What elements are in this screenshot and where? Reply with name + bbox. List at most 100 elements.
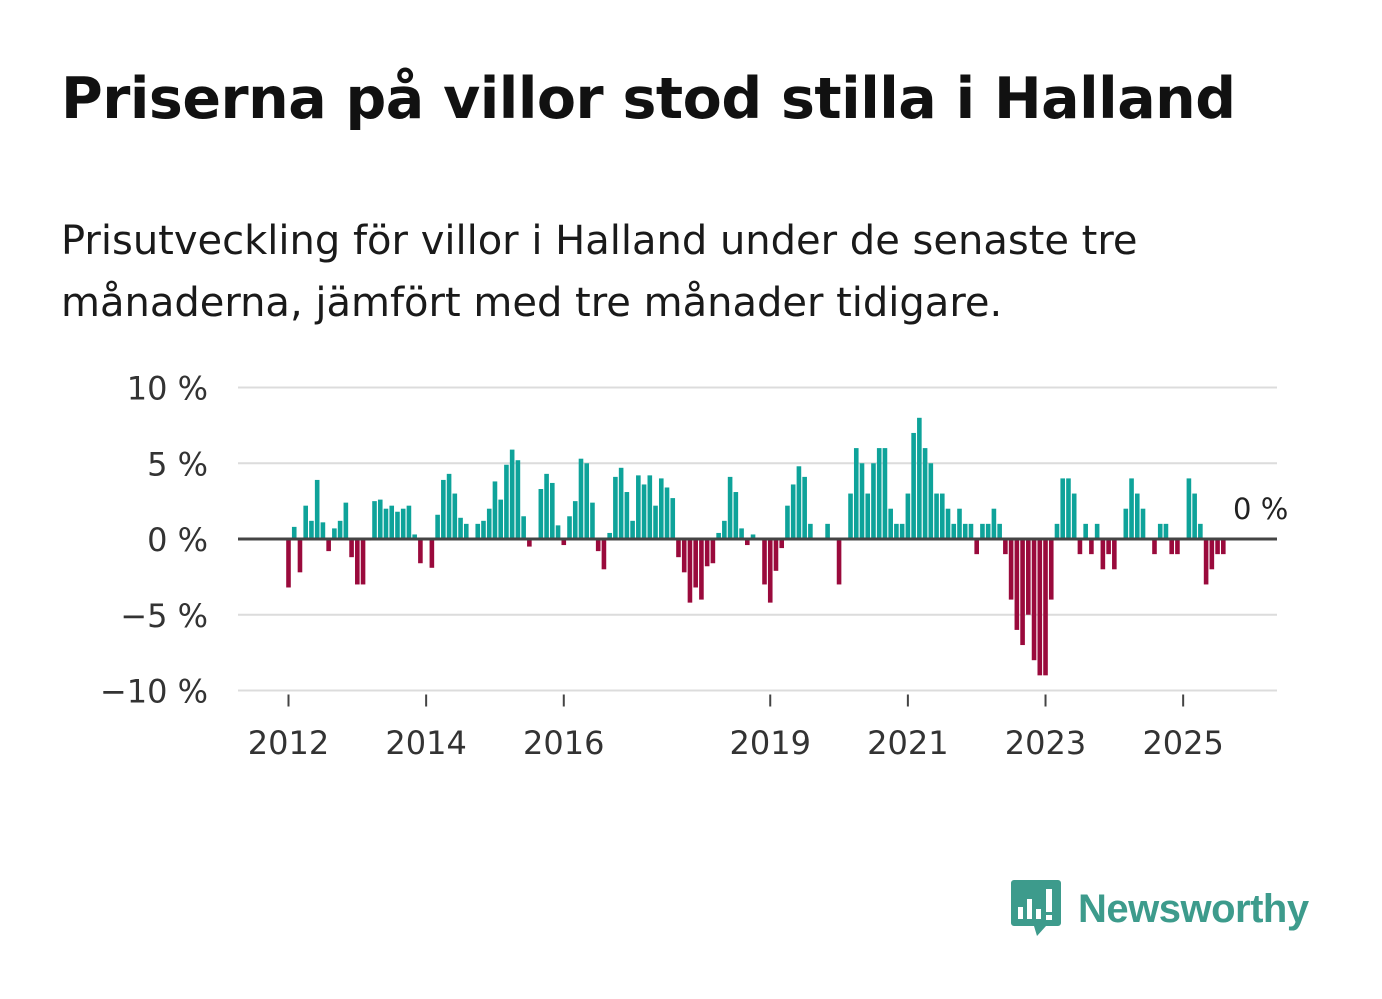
bar bbox=[1008, 539, 1014, 600]
bar bbox=[785, 505, 790, 539]
bar bbox=[486, 508, 492, 539]
bar bbox=[681, 539, 687, 573]
bar bbox=[836, 539, 842, 585]
bar bbox=[1203, 539, 1209, 585]
bar bbox=[917, 417, 922, 539]
bar bbox=[613, 476, 618, 539]
bar bbox=[704, 539, 710, 567]
bar bbox=[722, 520, 727, 539]
bar bbox=[1123, 508, 1129, 539]
bar bbox=[297, 539, 303, 573]
bar bbox=[309, 520, 314, 539]
bar bbox=[607, 532, 612, 539]
bar bbox=[1175, 539, 1180, 555]
bar bbox=[653, 505, 658, 539]
bar bbox=[945, 508, 951, 539]
bar bbox=[991, 508, 997, 539]
bar bbox=[618, 467, 624, 539]
bar bbox=[1129, 478, 1134, 539]
bar bbox=[951, 523, 957, 539]
bar bbox=[882, 448, 888, 539]
bar bbox=[739, 528, 744, 539]
bar bbox=[727, 476, 733, 539]
y-tick-label: −10 % bbox=[100, 673, 208, 711]
bar bbox=[1026, 539, 1031, 615]
bar bbox=[733, 492, 739, 539]
bar bbox=[527, 539, 532, 547]
bar bbox=[1169, 539, 1174, 555]
bar bbox=[567, 516, 572, 539]
bar bbox=[939, 493, 945, 539]
bar bbox=[928, 463, 934, 539]
axis-layer: 10 % 5 % 0 % −5 % −10 % 2012 2014 2016 2019 2021 2… bbox=[100, 370, 1288, 763]
bar bbox=[962, 523, 968, 539]
chart-subtitle: Prisutveckling för villor i Halland unde… bbox=[61, 218, 1138, 326]
bar bbox=[584, 463, 590, 539]
bar-chart: 10 % 5 % 0 % −5 % −10 % 2012 2014 2016 2019 2021 2… bbox=[100, 370, 1288, 763]
bar bbox=[504, 464, 509, 539]
bar bbox=[590, 502, 595, 539]
bar bbox=[492, 481, 498, 539]
brand-logo[interactable]: Newsworthy bbox=[1010, 878, 1309, 940]
x-tick-label: 2023 bbox=[1005, 724, 1086, 762]
bar bbox=[572, 501, 578, 540]
bar bbox=[1209, 539, 1215, 570]
bar bbox=[1071, 493, 1077, 539]
last-value-label: 0 % bbox=[1233, 492, 1288, 526]
bar bbox=[1014, 539, 1020, 630]
bar bbox=[601, 539, 607, 570]
bar bbox=[876, 448, 882, 539]
bar bbox=[383, 508, 389, 539]
bar bbox=[899, 523, 905, 539]
bar bbox=[1186, 478, 1192, 539]
bar bbox=[905, 493, 911, 539]
grid-layer bbox=[238, 386, 1277, 692]
bar bbox=[337, 520, 343, 539]
bar bbox=[1221, 539, 1226, 555]
bar bbox=[481, 520, 486, 539]
bar bbox=[636, 475, 641, 539]
chart-title: Priserna på villor stod stilla i Halland bbox=[61, 66, 1236, 132]
bar bbox=[796, 466, 802, 539]
bar bbox=[980, 523, 985, 539]
bar bbox=[498, 499, 503, 539]
bar bbox=[825, 523, 830, 539]
bar bbox=[1157, 523, 1163, 539]
bar bbox=[1037, 539, 1043, 676]
bar bbox=[687, 539, 693, 603]
bar bbox=[326, 539, 331, 552]
bar bbox=[332, 528, 337, 539]
bar bbox=[550, 482, 555, 539]
bar bbox=[808, 523, 813, 539]
x-tick-label: 2016 bbox=[523, 724, 604, 762]
bar bbox=[716, 532, 721, 539]
bar bbox=[1003, 539, 1008, 555]
bar bbox=[1140, 508, 1146, 539]
bar bbox=[1031, 539, 1037, 661]
bar bbox=[1106, 539, 1111, 555]
bar bbox=[670, 498, 676, 540]
bar bbox=[418, 539, 423, 564]
bar bbox=[544, 473, 549, 539]
bar bbox=[968, 523, 974, 539]
bar bbox=[871, 463, 876, 539]
bar bbox=[555, 525, 561, 539]
bar bbox=[664, 487, 670, 539]
bar bbox=[779, 539, 785, 549]
x-tick-label: 2019 bbox=[730, 724, 811, 762]
bar bbox=[974, 539, 979, 555]
bar bbox=[360, 539, 366, 585]
bar bbox=[521, 516, 526, 539]
bar bbox=[561, 539, 567, 546]
bar bbox=[1215, 539, 1220, 555]
bar bbox=[429, 539, 435, 568]
bar bbox=[1094, 523, 1100, 539]
bar bbox=[475, 523, 481, 539]
y-tick-label: 5 % bbox=[147, 445, 208, 483]
bar bbox=[773, 539, 779, 571]
bar bbox=[1020, 539, 1025, 646]
bar bbox=[699, 539, 704, 600]
bar bbox=[802, 476, 807, 539]
bar bbox=[630, 520, 635, 539]
bar bbox=[1198, 523, 1203, 539]
